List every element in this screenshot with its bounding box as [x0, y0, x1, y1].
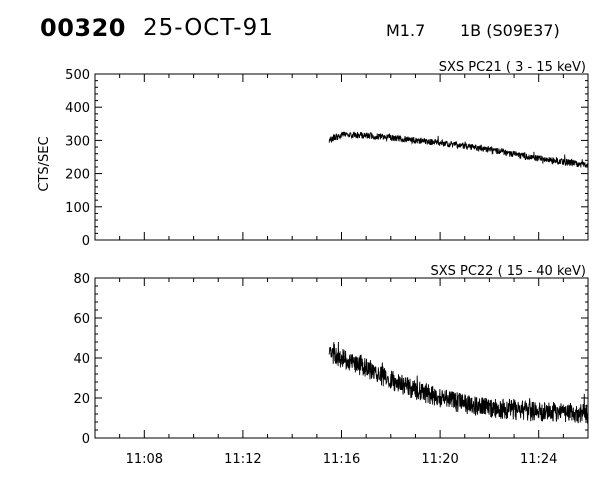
series-line: [328, 131, 589, 168]
y-tick-label: 80: [73, 272, 90, 287]
flare-region: 1B (S09E37): [460, 21, 560, 40]
x-tick-label: 11:08: [126, 452, 163, 467]
y-axis-label: CTS/SEC: [37, 136, 52, 191]
series-line: [328, 342, 589, 425]
panel-1: SXS PC21 ( 3 - 15 keV) 0 100 200 300 400 500 CT…: [37, 60, 589, 249]
plot-frame: [94, 73, 589, 241]
panel-2: SXS PC22 ( 15 - 40 keV) 0 20 40 60 80 11:08 11:…: [73, 264, 589, 467]
event-id: 00320: [40, 14, 126, 42]
y-tick-label: 400: [65, 101, 90, 116]
y-tick-label: 500: [65, 68, 90, 83]
y-tick-label: 0: [82, 432, 90, 447]
x-tick-label: 11:20: [421, 452, 458, 467]
chart-title: SXS PC21 ( 3 - 15 keV): [439, 60, 586, 75]
event-date: 25-OCT-91: [143, 15, 274, 41]
y-tick-label: 40: [73, 352, 90, 367]
y-tick-label: 20: [73, 392, 90, 407]
y-tick-label: 60: [73, 312, 90, 327]
y-tick-label: 300: [65, 134, 90, 149]
y-tick-label: 0: [82, 234, 90, 249]
flare-class: M1.7: [386, 21, 426, 40]
x-tick-label: 11:12: [224, 452, 261, 467]
y-tick-label: 100: [65, 201, 90, 216]
x-tick-label: 11:16: [323, 452, 360, 467]
chart-title: SXS PC22 ( 15 - 40 keV): [430, 264, 586, 279]
x-tick-label: 11:24: [520, 452, 557, 467]
y-tick-label: 200: [65, 168, 90, 183]
